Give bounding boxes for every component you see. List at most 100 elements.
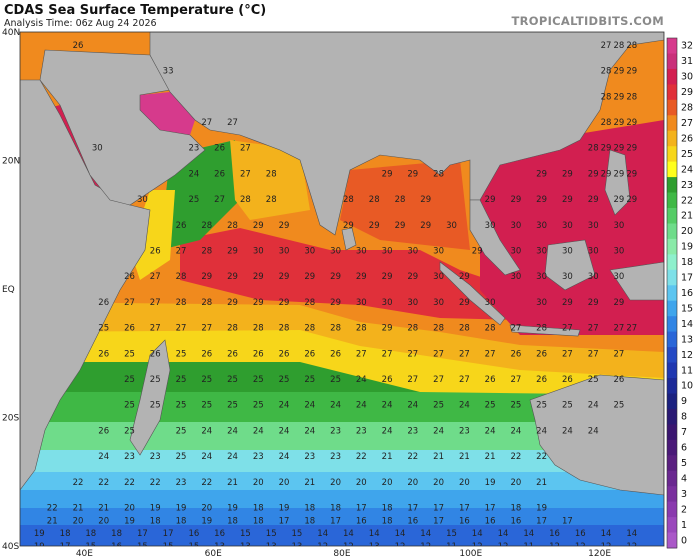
sst-value-label: 28 [626,92,637,102]
sst-value-label: 30 [356,298,367,308]
sst-value-label: 14 [343,529,354,539]
sst-value-label: 24 [459,401,470,411]
sst-value-label: 28 [613,41,624,51]
java-land [509,324,581,337]
sst-value-label: 29 [626,67,637,77]
sst-value-label: 30 [536,298,547,308]
sst-value-label: 29 [459,298,470,308]
sst-value-label: 26 [214,169,225,179]
sst-value-label: 29 [626,195,637,205]
australia-land [529,374,664,496]
sst-value-label: 28 [227,221,238,231]
colorbar-swatch [667,470,677,487]
sst-value-label: 16 [510,516,521,526]
sst-value-label: 24 [588,426,599,436]
sst-value-label: 23 [253,452,264,462]
sst-value-label: 16 [575,529,586,539]
longitude-label: 80E [333,549,350,559]
sst-value-label: 30 [356,246,367,256]
sst-value-label: 30 [536,246,547,256]
warm-core-29 [180,228,520,320]
sst-value-label: 30 [433,272,444,282]
colorbar-swatch [667,285,677,302]
sst-value-label: 30 [562,272,573,282]
sst-value-label: 24 [304,426,315,436]
sri-lanka-land [341,227,357,251]
sst-value-label: 28 [626,41,637,51]
sst-value-label: 25 [176,426,187,436]
sst-value-label: 18 [176,516,187,526]
sst-value-label: 14 [395,529,406,539]
sst-value-label: 28 [240,195,251,205]
sst-value-label: 24 [201,452,212,462]
sst-value-label: 19 [34,529,45,539]
sst-value-label: 30 [588,221,599,231]
sst-value-label: 30 [562,221,573,231]
sst-value-label: 19 [201,516,212,526]
sst-value-label: 28 [266,169,277,179]
sst-value-label: 20 [98,516,109,526]
sst-value-label: 14 [523,529,534,539]
colorbar-swatch [667,501,677,518]
sst-value-label: 12 [601,542,612,552]
sst-value-label: 23 [188,144,199,154]
sst-value-label: 29 [227,246,238,256]
sst-value-label: 23 [150,452,161,462]
sst-value-label: 20 [124,504,135,514]
sst-value-label: 19 [150,504,161,514]
colorbar-label: 7 [681,427,687,438]
sst-value-label: 29 [613,118,624,128]
sst-value-label: 21 [382,452,393,462]
band-13 [20,522,664,546]
sst-value-label: 16 [188,529,199,539]
colorbar-label: 28 [681,103,693,114]
sst-value-label: 30 [253,246,264,256]
sst-value-label: 19 [279,504,290,514]
colorbar-frame [666,37,678,549]
colorbar-label: 27 [681,118,693,129]
sst-value-label: 28 [8,41,19,51]
sst-value-label: 19 [124,516,135,526]
sst-value-label: 30 [536,221,547,231]
sst-value-label: 28 [266,195,277,205]
sst-value-label: 24 [588,401,599,411]
sst-value-label: 12 [343,542,354,552]
sst-value-label: 25 [176,375,187,385]
colorbar-swatch [667,532,677,549]
sst-value-label: 29 [253,298,264,308]
band-27 [20,302,664,378]
sst-value-label: 28 [601,118,612,128]
latitude-label: 40N [2,28,20,38]
sst-value-label: 15 [137,542,148,552]
sst-value-label: 20 [73,516,84,526]
sst-value-label: 24 [188,169,199,179]
sst-value-label: 17 [279,516,290,526]
sst-value-label: 12 [420,542,431,552]
sst-value-label: 29 [472,246,483,256]
sst-value-label: 28 [536,324,547,334]
colorbar-label: 31 [681,56,693,67]
sst-value-label: 30 [382,298,393,308]
colorbar-swatch [667,378,677,394]
sst-value-label: 25 [279,375,290,385]
sst-value-label: 28 [279,324,290,334]
sst-value-label: 30 [382,246,393,256]
colorbar-label: 1 [681,520,687,531]
sst-value-label: 11 [523,542,534,552]
sst-value-label: 18 [304,516,315,526]
colorbar-label: 25 [681,149,693,160]
sst-value-label: 26 [382,375,393,385]
latitude-label: 40S [2,542,19,552]
sst-value-label: 25 [176,349,187,359]
latitude-axis: 40N 20N EQ 20S 40S [2,28,20,552]
sst-value-label: 17 [356,504,367,514]
band-19 [20,470,664,490]
sst-value-label: 29 [536,169,547,179]
colorbar-swatch [667,68,677,85]
sst-value-label: 20 [356,478,367,488]
sst-value-label: 17 [536,516,547,526]
somali-coast-26 [130,190,175,280]
colorbar-swatch [667,38,677,54]
sst-value-label: 18 [111,529,122,539]
sst-value-label: 22 [47,504,58,514]
